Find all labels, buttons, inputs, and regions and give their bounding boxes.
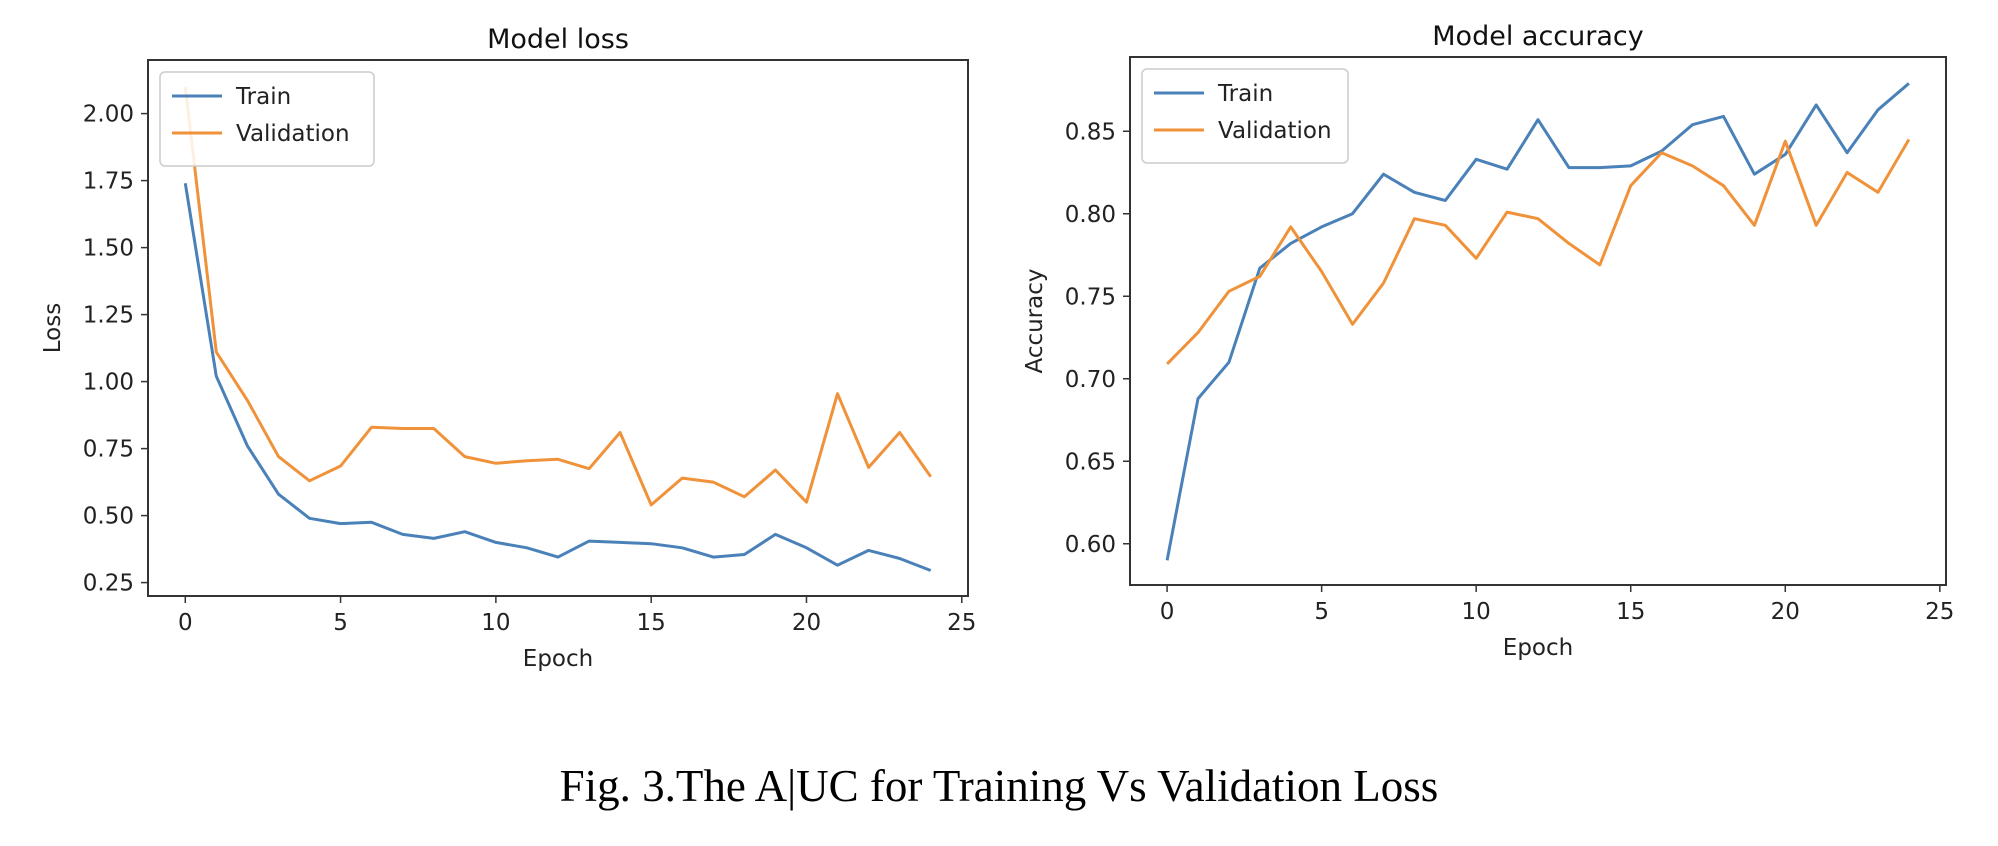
chart-title: Model loss: [487, 24, 629, 55]
y-tick-label: 1.00: [83, 370, 134, 396]
figure-caption: Fig. 3.The A|UC for Training Vs Validati…: [559, 761, 1439, 811]
axes-frame: [147, 59, 969, 597]
series-line-validation: [183, 86, 932, 507]
x-tick-label: 5: [1314, 599, 1329, 625]
y-tick-label: 0.25: [83, 571, 134, 597]
legend-label-validation: Validation: [1218, 118, 1332, 144]
y-tick-label: 0.50: [83, 504, 134, 530]
y-tick-label: 2.00: [83, 102, 134, 128]
x-axis-label: Epoch: [523, 646, 593, 672]
y-tick-label: 0.65: [1065, 449, 1116, 475]
x-axis-label: Epoch: [1503, 635, 1573, 661]
x-tick-label: 15: [637, 610, 666, 636]
x-tick-label: 0: [1160, 599, 1175, 625]
y-tick-label: 0.85: [1065, 119, 1116, 145]
legend-label-train: Train: [235, 84, 291, 110]
loss-chart: Model loss 0 5 10 15 20 25 0.25 0.50 0.75 1.00 1.25…: [40, 24, 976, 672]
y-axis-label: Loss: [40, 303, 66, 353]
accuracy-chart: Model accuracy 0 5 10 15 20 25 0.60 0.65 0.70 0.75…: [1022, 21, 1954, 661]
x-tick-label: 5: [333, 610, 348, 636]
y-tick-label: 1.75: [83, 169, 134, 195]
x-tick-label: 20: [1771, 599, 1800, 625]
chart-title: Model accuracy: [1432, 21, 1643, 52]
x-tick-label: 25: [1925, 599, 1954, 625]
y-tick-label: 0.75: [1065, 284, 1116, 310]
x-tick-label: 20: [792, 610, 821, 636]
legend-label-train: Train: [1217, 81, 1273, 107]
series-line-train: [1165, 82, 1910, 561]
y-tick-label: 1.25: [83, 303, 134, 329]
x-tick-label: 10: [1462, 599, 1491, 625]
y-tick-label: 0.70: [1065, 367, 1116, 393]
x-tick-label: 15: [1616, 599, 1645, 625]
x-tick-label: 25: [947, 610, 976, 636]
axes-frame: [1129, 56, 1947, 586]
y-tick-label: 0.80: [1065, 202, 1116, 228]
y-tick-label: 1.50: [83, 236, 134, 262]
y-axis-label: Accuracy: [1022, 268, 1048, 373]
series-line-train: [183, 183, 932, 572]
x-tick-label: 10: [481, 610, 510, 636]
y-tick-label: 0.60: [1065, 532, 1116, 558]
series-line-validation: [1166, 138, 1911, 365]
y-tick-label: 0.75: [83, 437, 134, 463]
legend-label-validation: Validation: [236, 121, 350, 147]
x-tick-label: 0: [178, 610, 193, 636]
